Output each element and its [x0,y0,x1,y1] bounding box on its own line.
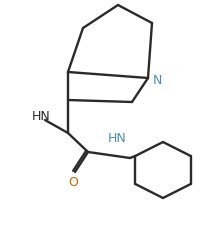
Text: N: N [153,74,162,87]
Text: O: O [68,175,78,188]
Text: HN: HN [108,131,127,144]
Text: HN: HN [32,111,51,123]
